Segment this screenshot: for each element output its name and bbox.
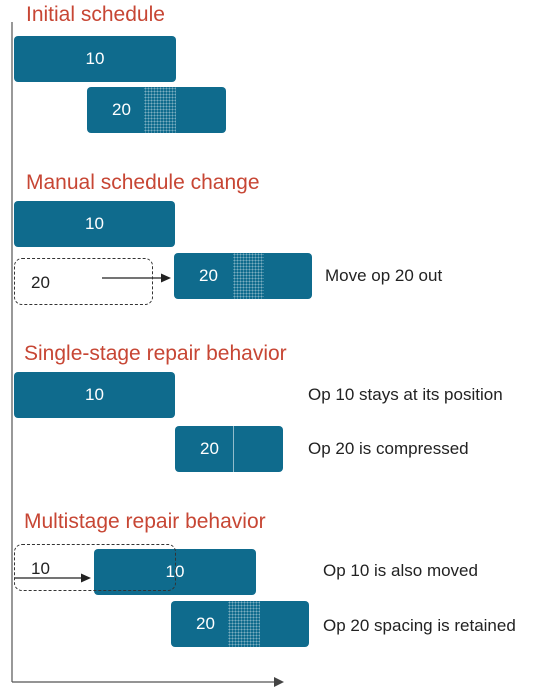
note-op-20-compressed: Op 20 is compressed xyxy=(308,439,469,458)
op-20-label: 20 xyxy=(200,439,219,458)
section-title-initial: Initial schedule xyxy=(26,3,165,26)
note-op-10-moved: Op 10 is also moved xyxy=(323,561,478,580)
op-10-bar: 10 xyxy=(14,372,175,418)
op-20-label: 20 xyxy=(199,266,218,285)
op-10-label: 10 xyxy=(85,385,104,404)
section-title-multistage: Multistage repair behavior xyxy=(24,510,266,533)
op-20-hatched-segment xyxy=(144,87,176,133)
op-20-label: 20 xyxy=(112,100,131,119)
op-10-label: 10 xyxy=(85,214,104,233)
op-10-ghost-label: 10 xyxy=(31,559,50,578)
section-title-single-stage: Single-stage repair behavior xyxy=(24,342,287,365)
op-10-original-position: 10 xyxy=(14,544,176,591)
op-20-label: 20 xyxy=(196,614,215,633)
op-20-hatched-segment xyxy=(233,253,264,299)
op-20-original-position: 20 xyxy=(14,258,153,305)
note-op-20-spacing: Op 20 spacing is retained xyxy=(323,616,516,635)
op-20-bar: 20 xyxy=(174,253,312,299)
op-10-label: 10 xyxy=(85,49,105,68)
op-20-bar: 20 xyxy=(87,87,226,133)
op-20-hatched-segment xyxy=(228,601,260,647)
op-10-bar: 10 xyxy=(14,36,176,82)
op-20-divider xyxy=(233,426,234,472)
op-20-bar: 20 xyxy=(175,426,283,472)
op-10-bar: 10 xyxy=(14,201,175,247)
note-move-op-20: Move op 20 out xyxy=(325,266,443,285)
note-op-10-stays: Op 10 stays at its position xyxy=(308,385,503,404)
op-20-bar: 20 xyxy=(171,601,309,647)
op-10-label: 10 xyxy=(165,562,185,581)
op-20-ghost-label: 20 xyxy=(31,273,50,292)
section-title-manual: Manual schedule change xyxy=(26,171,260,194)
